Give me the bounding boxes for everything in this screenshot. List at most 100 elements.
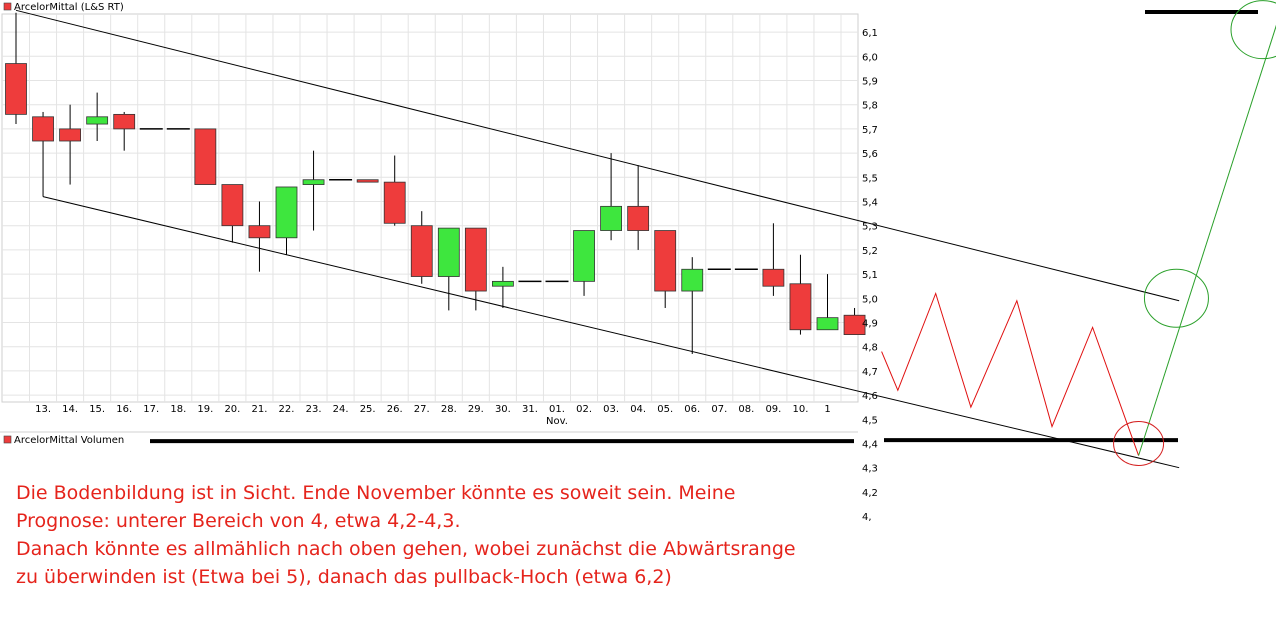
note-line: Danach könnte es allmählich nach oben ge… bbox=[16, 538, 796, 560]
y-tick-label: 6,0 bbox=[862, 52, 878, 63]
candle-body bbox=[600, 205, 622, 231]
y-tick-label: 5,8 bbox=[862, 101, 878, 112]
note-line: zu überwinden ist (Etwa bei 5), danach d… bbox=[16, 566, 672, 588]
legend-volume: ArcelorMittal Volumen bbox=[14, 435, 124, 446]
candle bbox=[59, 104, 81, 185]
x-tick-label: 26. bbox=[387, 404, 403, 415]
candle-body bbox=[762, 268, 785, 287]
candle bbox=[32, 111, 54, 197]
y-axis: 6,1 6,0 5,9 5,8 5,7 5,6 5,5 5,4 5,3 5,2 5,1 5,0 4,9 4… bbox=[862, 28, 878, 523]
candle-body bbox=[383, 181, 406, 224]
candle-body bbox=[843, 314, 866, 335]
price-panel: 6,1 6,0 5,9 5,8 5,7 5,6 5,5 5,4 5,3 5,2 5,1 5,0 4,9 4… bbox=[1, 2, 878, 523]
candle bbox=[5, 12, 27, 125]
candle-body bbox=[654, 230, 677, 292]
candle bbox=[275, 186, 298, 255]
candle bbox=[491, 266, 514, 308]
x-tick-label: 07. bbox=[711, 404, 727, 415]
candle bbox=[654, 230, 677, 308]
candle-body bbox=[464, 227, 487, 292]
candle bbox=[437, 227, 460, 311]
candle bbox=[410, 211, 433, 284]
note-line: Prognose: unterer Bereich von 4, etwa 4,… bbox=[16, 510, 461, 532]
annotations bbox=[15, 0, 1276, 469]
y-tick-label: 4,4 bbox=[862, 440, 878, 451]
x-tick-label: 19. bbox=[197, 404, 213, 415]
channel-upper-line bbox=[15, 9, 1180, 302]
y-tick-label: 5,3 bbox=[862, 222, 878, 233]
forecast-breakout bbox=[1138, 24, 1276, 456]
candle-body bbox=[248, 225, 271, 239]
candle bbox=[789, 254, 812, 335]
candle bbox=[843, 307, 866, 335]
x-tick-label: 29. bbox=[468, 404, 484, 415]
note-line: Die Bodenbildung ist in Sicht. Ende Nove… bbox=[16, 482, 736, 504]
x-tick-label: 22. bbox=[279, 404, 295, 415]
candle bbox=[113, 111, 136, 151]
x-tick-label: 14. bbox=[62, 404, 78, 415]
candle-body bbox=[113, 113, 136, 130]
candle bbox=[573, 230, 595, 296]
y-tick-label: 5,2 bbox=[862, 246, 878, 257]
legend-swatch-price bbox=[3, 2, 12, 11]
candle-body bbox=[59, 128, 81, 142]
candle bbox=[302, 150, 325, 231]
x-tick-label: 05. bbox=[657, 404, 673, 415]
candle-body bbox=[32, 116, 54, 142]
y-tick-label: 4,9 bbox=[862, 319, 878, 330]
x-tick-label: 15. bbox=[89, 404, 105, 415]
x-tick-label: 06. bbox=[684, 404, 700, 415]
candle-body bbox=[789, 283, 812, 331]
candle bbox=[221, 184, 244, 243]
x-tick-label: 24. bbox=[333, 404, 349, 415]
x-tick-label: 1 bbox=[824, 404, 830, 415]
legend-swatch-volume bbox=[3, 435, 12, 444]
channel-lower-line bbox=[42, 196, 1180, 469]
candle-body bbox=[491, 280, 514, 287]
x-tick-label: 27. bbox=[414, 404, 430, 415]
x-tick-label: 08. bbox=[738, 404, 754, 415]
candle-body bbox=[221, 184, 244, 227]
y-tick-label: 4,8 bbox=[862, 343, 878, 354]
x-tick-label: 01. bbox=[549, 404, 565, 415]
y-tick-label: 5,0 bbox=[862, 294, 878, 305]
x-tick-label: 10. bbox=[792, 404, 808, 415]
y-tick-label: 4,7 bbox=[862, 367, 878, 378]
x-tick-label: 25. bbox=[360, 404, 376, 415]
x-tick-label: 02. bbox=[576, 404, 592, 415]
x-tick-label: 13. bbox=[35, 404, 51, 415]
x-tick-label: 04. bbox=[630, 404, 646, 415]
candle bbox=[248, 201, 271, 272]
candle bbox=[356, 179, 379, 183]
candle-body bbox=[437, 227, 460, 277]
candle-body bbox=[681, 268, 704, 292]
candle-body bbox=[275, 186, 298, 239]
price-plot-area bbox=[1, 13, 859, 403]
candle-body bbox=[816, 317, 839, 331]
x-tick-label: 09. bbox=[765, 404, 781, 415]
candle bbox=[86, 92, 109, 141]
y-tick-label: 5,5 bbox=[862, 173, 878, 184]
x-tick-label: 03. bbox=[603, 404, 619, 415]
y-tick-label: 5,7 bbox=[862, 125, 878, 136]
volume-panel: ArcelorMittal Volumen bbox=[0, 431, 858, 446]
y-tick-label: 5,6 bbox=[862, 149, 878, 160]
x-tick-label: 18. bbox=[170, 404, 186, 415]
candle bbox=[762, 223, 785, 296]
x-tick-label: 31. bbox=[522, 404, 538, 415]
candle-body bbox=[410, 225, 433, 277]
candle bbox=[194, 128, 217, 185]
x-tick-label: 20. bbox=[224, 404, 240, 415]
candle-body bbox=[573, 230, 595, 282]
candle bbox=[383, 155, 406, 226]
y-tick-label: 4,6 bbox=[862, 391, 878, 402]
candle-body bbox=[86, 116, 109, 125]
target-circle bbox=[1230, 0, 1276, 60]
x-tick-label: 17. bbox=[143, 404, 159, 415]
x-tick-label: 28. bbox=[441, 404, 457, 415]
y-tick-label: 4, bbox=[862, 512, 872, 523]
y-tick-label: 5,1 bbox=[862, 270, 878, 281]
candle-body bbox=[5, 63, 27, 115]
y-tick-label: 4,2 bbox=[862, 488, 878, 499]
